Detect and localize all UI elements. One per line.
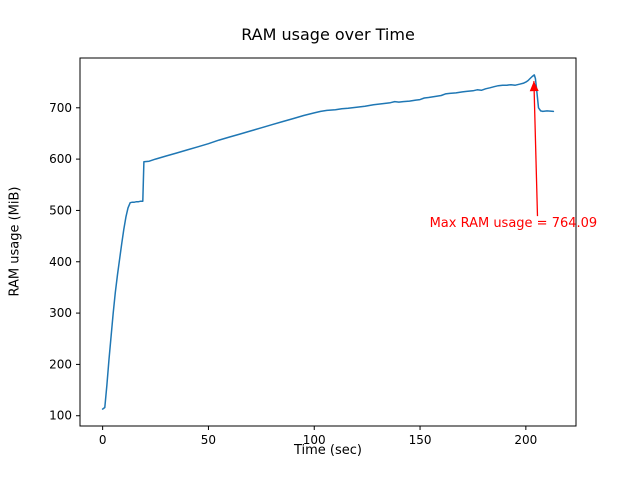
ram-usage-line [101,74,555,410]
x-tick-label: 100 [303,433,326,447]
y-tick-label: 500 [49,203,72,217]
y-tick-label: 100 [49,409,72,423]
annotation-text: Max RAM usage = 764.09 [430,216,598,231]
x-tick-label: 50 [201,433,216,447]
x-tick-label: 0 [99,433,107,447]
y-tick-label: 600 [49,152,72,166]
x-tick-label: 200 [514,433,537,447]
y-tick-label: 400 [49,255,72,269]
y-axis-label: RAM usage (MiB) [7,186,23,297]
annotation-arrowhead [529,81,539,92]
x-tick-label: 150 [409,433,432,447]
annotation-arrow-line [533,81,539,217]
y-tick-label: 700 [49,101,72,115]
axes-frame [79,57,577,427]
y-tick-label: 300 [49,306,72,320]
y-tick-label: 200 [49,357,72,371]
chart-title: RAM usage over Time [241,25,415,44]
x-axis-label: Time (sec) [293,443,362,458]
